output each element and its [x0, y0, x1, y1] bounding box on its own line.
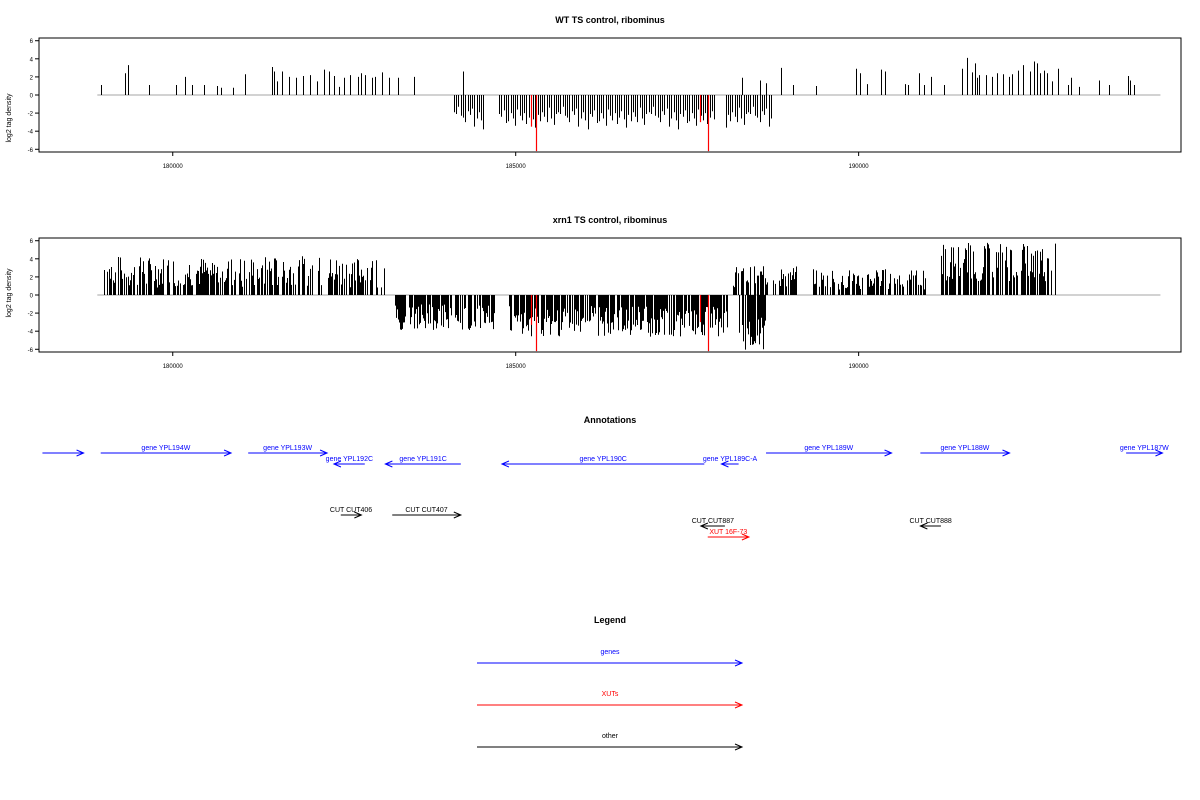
feature-gene: gene YPL189W — [766, 445, 893, 457]
y-tick-label: 6 — [30, 239, 34, 245]
y-tick-label: -4 — [28, 130, 34, 136]
y-tick-label: 4 — [30, 57, 34, 63]
y-tick-label: -2 — [28, 312, 34, 318]
feature-label: gene YPL191C — [399, 456, 446, 463]
feature-gene: gene YPL190C — [500, 456, 705, 468]
arrow-head — [453, 511, 463, 519]
feature-gene — [42, 449, 85, 457]
feature-gene: gene YPL193W — [248, 445, 329, 457]
y-tick-label: 4 — [30, 257, 34, 263]
legend-title: Legend — [594, 615, 626, 625]
feature-label: CUT CUT887 — [692, 518, 734, 525]
y-tick-label: 2 — [30, 75, 34, 81]
y-tick-label: 6 — [30, 39, 34, 45]
feature-label: CUT CUT406 — [330, 507, 372, 514]
x-tick-label: 190000 — [849, 164, 870, 170]
arrow-head — [1002, 449, 1011, 457]
arrow-head — [741, 533, 751, 541]
feature-label: XUT 16F-73 — [709, 529, 747, 536]
arrow-head — [384, 460, 393, 468]
feature-label: gene YPL193W — [263, 445, 312, 452]
feature-other: CUT CUT888 — [910, 518, 952, 530]
feature-gene: gene YPL188W — [920, 445, 1011, 457]
arrow-head — [699, 522, 709, 530]
arrow-head — [734, 701, 744, 709]
y-axis-label: log2 tag density — [6, 268, 13, 318]
feature-label: gene YPL190C — [579, 456, 626, 463]
legend-label: genes — [600, 649, 620, 656]
arrow-head — [734, 743, 744, 751]
feature-label: gene YPL188W — [940, 445, 989, 452]
feature-gene: gene YPL191C — [384, 456, 461, 468]
panel-title: xrn1 TS control, ribominus — [553, 215, 668, 225]
feature-other: CUT CUT406 — [330, 507, 372, 519]
feature-gene: gene YPL187W — [1120, 445, 1169, 457]
feature-label: gene YPL194W — [141, 445, 190, 452]
feature-label: CUT CUT888 — [910, 518, 952, 525]
bar-series — [101, 57, 1135, 152]
annotation-track: Annotations gene YPL194W gene YPL193Wgene… — [42, 415, 1169, 541]
arrow-head — [919, 522, 928, 530]
feature-xut: XUT 16F-73 — [707, 529, 751, 541]
panel-title: WT TS control, ribominus — [555, 15, 665, 25]
arrow-head — [223, 449, 233, 457]
feature-gene: gene YPL194W — [100, 445, 233, 457]
legend-items: genes XUTs other — [477, 649, 744, 751]
arrow-head — [884, 449, 893, 457]
xrn1-density-panel: xrn1 TS control, ribominus log2 tag dens… — [6, 215, 1182, 370]
legend: Legend genes XUTs other — [477, 615, 744, 751]
annotations-title: Annotations — [584, 415, 637, 425]
arrow-head — [76, 449, 85, 457]
bar-series — [104, 242, 1056, 352]
x-tick-label: 185000 — [506, 164, 527, 170]
legend-label: XUTs — [602, 691, 619, 698]
feature-gene: gene YPL189C-A — [703, 456, 758, 468]
y-tick-label: 0 — [30, 294, 34, 300]
feature-gene: gene YPL192C — [326, 456, 373, 468]
x-tick-label: 190000 — [849, 364, 870, 370]
feature-label: gene YPL187W — [1120, 445, 1169, 452]
feature-other: CUT CUT887 — [692, 518, 734, 530]
x-tick-label: 180000 — [163, 164, 184, 170]
arrow-head — [500, 460, 510, 468]
wt-density-panel: WT TS control, ribominus log2 tag densit… — [6, 15, 1182, 170]
legend-item-gene: genes — [477, 649, 744, 667]
y-axis-label: log2 tag density — [6, 93, 13, 143]
arrow-head — [319, 449, 329, 457]
arrow-head — [332, 460, 342, 468]
y-tick-label: 2 — [30, 275, 34, 281]
y-tick-label: -4 — [28, 330, 34, 336]
y-tick-label: -2 — [28, 112, 34, 118]
y-tick-label: -6 — [28, 348, 34, 354]
feature-label: CUT CUT407 — [405, 507, 447, 514]
feature-label: gene YPL189C-A — [703, 456, 758, 463]
feature-other: CUT CUT407 — [392, 507, 463, 519]
arrow-head — [1155, 449, 1164, 457]
x-tick-label: 180000 — [163, 364, 184, 370]
x-tick-label: 185000 — [506, 364, 527, 370]
arrow-head — [720, 460, 729, 468]
legend-item-xut: XUTs — [477, 691, 744, 709]
arrow-head — [734, 659, 744, 667]
legend-item-other: other — [477, 733, 744, 751]
legend-label: other — [602, 733, 619, 740]
feature-label: gene YPL189W — [804, 445, 853, 452]
feature-list: gene YPL194W gene YPL193W gene YPL192C gene… — [42, 445, 1169, 541]
arrow-head — [354, 511, 363, 519]
y-tick-label: 0 — [30, 94, 34, 100]
feature-label: gene YPL192C — [326, 456, 373, 463]
y-tick-label: -6 — [28, 148, 34, 154]
